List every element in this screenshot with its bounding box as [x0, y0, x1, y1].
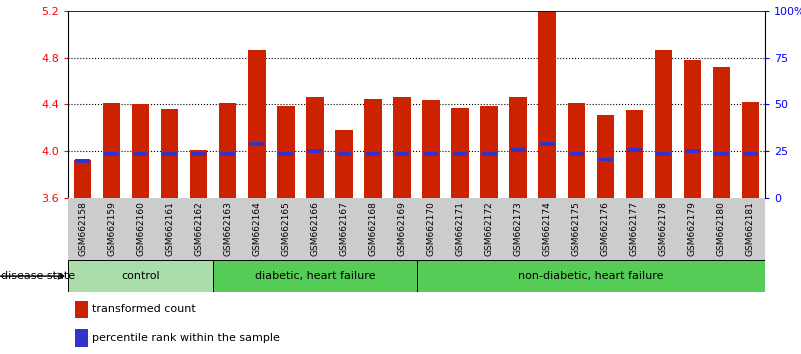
Text: GSM662170: GSM662170 — [427, 201, 436, 256]
Text: GSM662174: GSM662174 — [543, 201, 552, 256]
Text: GSM662168: GSM662168 — [368, 201, 377, 256]
Bar — [656, 152, 670, 156]
Text: GSM662175: GSM662175 — [572, 201, 581, 256]
Text: GSM662179: GSM662179 — [688, 201, 697, 256]
Text: GSM662181: GSM662181 — [746, 201, 755, 256]
Bar — [75, 159, 90, 163]
Bar — [569, 152, 584, 156]
Bar — [75, 301, 87, 318]
Text: percentile rank within the sample: percentile rank within the sample — [92, 333, 280, 343]
Text: GSM662162: GSM662162 — [195, 201, 203, 256]
Bar — [742, 102, 759, 198]
Bar — [713, 67, 731, 198]
Bar — [249, 142, 264, 146]
Bar — [163, 152, 177, 156]
Bar — [219, 103, 236, 198]
Bar — [279, 152, 293, 156]
Bar — [104, 152, 119, 156]
Bar — [540, 142, 554, 146]
Bar — [567, 103, 585, 198]
Text: GSM662180: GSM662180 — [717, 201, 726, 256]
Text: GSM662177: GSM662177 — [630, 201, 638, 256]
Bar — [598, 158, 613, 161]
Bar — [417, 260, 765, 292]
Bar — [453, 152, 468, 156]
Bar — [308, 149, 322, 153]
Text: control: control — [122, 271, 160, 281]
Bar — [509, 97, 527, 198]
Bar — [248, 51, 266, 198]
Bar — [511, 148, 525, 152]
Text: GSM662161: GSM662161 — [165, 201, 174, 256]
Bar — [743, 152, 758, 156]
Bar — [213, 260, 417, 292]
Text: GSM662163: GSM662163 — [223, 201, 232, 256]
Bar — [481, 152, 497, 156]
Bar — [626, 110, 643, 198]
Bar — [481, 105, 497, 198]
Bar — [132, 104, 149, 198]
Text: GSM662169: GSM662169 — [397, 201, 406, 256]
Bar — [714, 152, 729, 156]
Bar — [365, 152, 380, 156]
Bar — [393, 97, 411, 198]
Bar — [451, 108, 469, 198]
Text: GSM662160: GSM662160 — [136, 201, 145, 256]
Bar — [190, 150, 207, 198]
Bar — [306, 97, 324, 198]
Text: GSM662164: GSM662164 — [252, 201, 261, 256]
Bar — [103, 103, 120, 198]
Bar — [685, 149, 700, 153]
Bar — [68, 260, 213, 292]
Bar — [395, 152, 409, 156]
Bar — [422, 100, 440, 198]
Bar — [75, 329, 87, 347]
Text: GSM662159: GSM662159 — [107, 201, 116, 256]
Text: GSM662158: GSM662158 — [78, 201, 87, 256]
Text: GSM662178: GSM662178 — [659, 201, 668, 256]
Bar — [336, 152, 352, 155]
Bar — [424, 152, 438, 156]
Bar — [538, 11, 556, 198]
Bar — [654, 51, 672, 198]
Bar — [74, 160, 91, 198]
Bar — [133, 152, 148, 156]
Text: GSM662173: GSM662173 — [513, 201, 522, 256]
Bar — [627, 148, 642, 152]
Text: GSM662171: GSM662171 — [456, 201, 465, 256]
Bar — [364, 98, 381, 198]
Text: GSM662166: GSM662166 — [311, 201, 320, 256]
Bar — [683, 60, 701, 198]
Bar — [220, 152, 235, 156]
Text: GSM662167: GSM662167 — [340, 201, 348, 256]
Text: disease state: disease state — [1, 271, 78, 281]
Bar — [191, 152, 206, 156]
Text: transformed count: transformed count — [92, 304, 196, 314]
Bar — [597, 115, 614, 198]
Text: diabetic, heart failure: diabetic, heart failure — [255, 271, 375, 281]
Text: GSM662172: GSM662172 — [485, 201, 493, 256]
Text: non-diabetic, heart failure: non-diabetic, heart failure — [518, 271, 663, 281]
Bar — [277, 105, 295, 198]
Bar — [335, 130, 352, 198]
Text: GSM662165: GSM662165 — [281, 201, 290, 256]
Text: GSM662176: GSM662176 — [601, 201, 610, 256]
Bar — [161, 109, 179, 198]
